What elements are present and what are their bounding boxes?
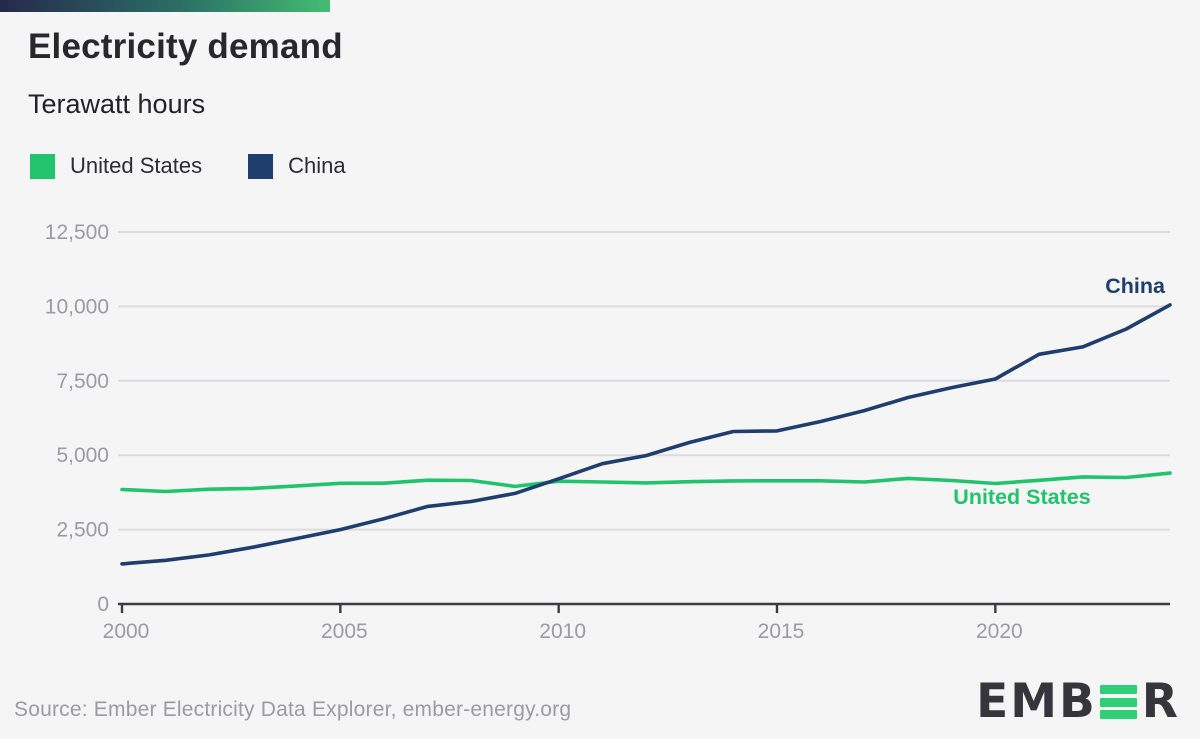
legend-label: United States [70, 153, 203, 178]
accent-gradient-bar [0, 0, 330, 12]
x-tick-label: 2015 [758, 620, 805, 643]
y-tick-label: 12,500 [45, 221, 109, 244]
china-line [120, 303, 1172, 566]
x-tick-label: 2020 [976, 620, 1023, 643]
y-tick-label: 2,500 [56, 519, 109, 542]
page-title: Electricity demand [28, 27, 343, 66]
page-subtitle: Terawatt hours [28, 89, 206, 119]
source-text: Source: Ember Electricity Data Explorer,… [14, 698, 572, 721]
x-tick-label: 2005 [321, 620, 368, 643]
legend: United States China [30, 153, 346, 179]
legend-label: China [288, 153, 346, 178]
y-tick-label: 0 [97, 593, 109, 616]
ember-logo: EMB R [976, 678, 1180, 725]
logo-bar [1099, 710, 1137, 719]
legend-swatch-china-icon [248, 153, 274, 179]
y-tick-label: 7,500 [56, 370, 109, 393]
logo-text-r: R [1141, 674, 1180, 729]
china-line-label: China [1105, 274, 1166, 298]
legend-item-united-states: United States [30, 153, 202, 179]
logo-green-e-icon [1099, 684, 1137, 719]
y-tick-label: 5,000 [56, 444, 109, 467]
us-line-label: United States [953, 485, 1090, 509]
legend-swatch-united-states-icon [30, 153, 55, 179]
us-line [120, 471, 1172, 494]
x-tick-label: 2000 [103, 620, 150, 643]
logo-bar [1099, 685, 1137, 694]
x-tick-label: 2010 [539, 620, 586, 643]
logo-bar [1099, 697, 1137, 707]
legend-item-china: China [248, 153, 346, 179]
logo-text-emb: EMB [976, 674, 1097, 729]
y-tick-label: 10,000 [45, 295, 109, 318]
